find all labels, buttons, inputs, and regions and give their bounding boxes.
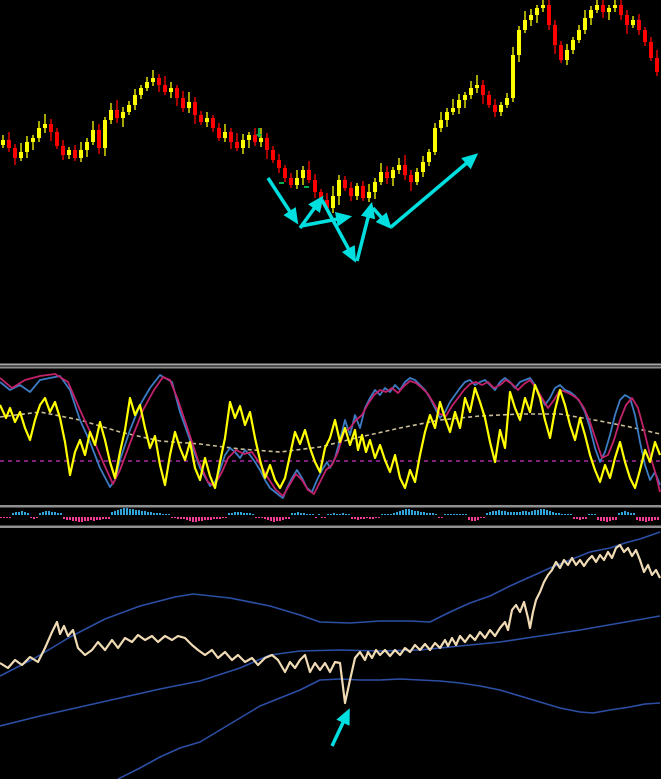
bollinger-bands-chart	[0, 531, 661, 779]
green-signal-markers	[256, 128, 309, 188]
middle-band	[0, 615, 661, 727]
stochastic-oscillator-lines	[0, 373, 661, 499]
upper-band	[0, 531, 661, 677]
histogram-panel[interactable]	[0, 505, 661, 528]
price-panel[interactable]	[0, 0, 661, 363]
panel-separators	[0, 363, 661, 528]
trend-annotation-arrows[interactable]	[266, 153, 479, 263]
macd-histogram-bars	[0, 508, 659, 522]
crimson-line	[0, 373, 661, 497]
candlestick-chart	[1, 0, 659, 213]
yellow-line	[0, 383, 661, 490]
bands-panel[interactable]	[0, 528, 661, 779]
buy-signal-arrow[interactable]	[330, 708, 350, 747]
oscillator-panel[interactable]	[0, 369, 661, 504]
blue-line	[0, 374, 661, 499]
price-line	[0, 543, 661, 705]
lower-band	[117, 678, 661, 779]
